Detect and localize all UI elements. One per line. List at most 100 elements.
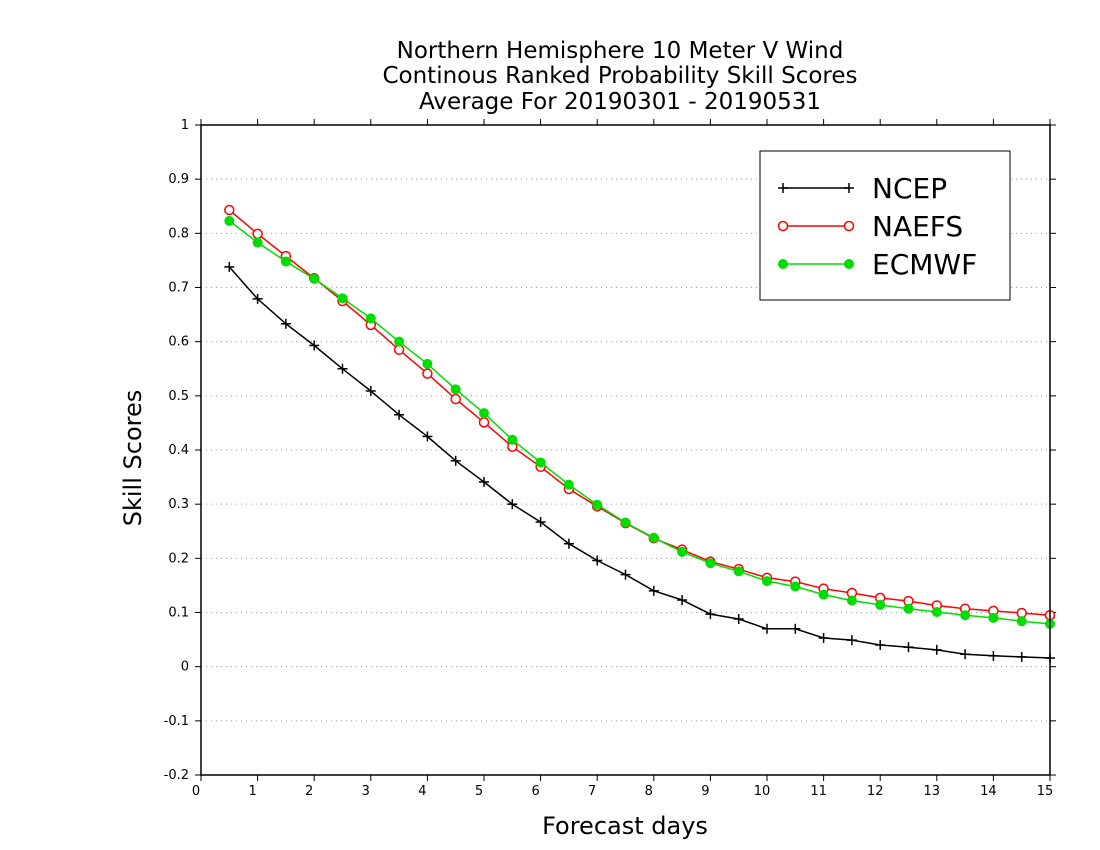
x-tick-label: 7 — [588, 784, 596, 799]
data-point-ecmwf — [337, 293, 348, 304]
data-point-ecmwf — [280, 256, 291, 267]
data-point-ecmwf — [875, 599, 886, 610]
y-tick-label: 0.9 — [168, 172, 189, 187]
legend-label-naefs: NAEFS — [872, 210, 963, 243]
x-tick-label: 8 — [645, 784, 653, 799]
y-tick-label: 0 — [181, 660, 189, 675]
legend-marker-start-ncep — [778, 183, 788, 193]
data-point-ncep — [479, 476, 489, 487]
data-point-ncep — [337, 363, 348, 374]
data-point-ncep — [903, 642, 914, 653]
data-point-ecmwf — [903, 603, 914, 614]
y-tick-label: 0.4 — [168, 443, 189, 458]
x-tick-label: 13 — [924, 784, 941, 799]
legend-marker-start-ecmwf — [778, 259, 788, 269]
data-point-ecmwf — [620, 517, 631, 528]
data-point-ncep — [563, 538, 574, 549]
x-tick-label: 2 — [305, 784, 313, 799]
data-point-naefs — [422, 368, 433, 379]
y-tick-label: 0.2 — [168, 551, 189, 566]
x-tick-label: 14 — [980, 784, 997, 799]
data-point-ecmwf — [309, 273, 320, 284]
x-tick-label: 15 — [1037, 784, 1054, 799]
legend-marker-end-ecmwf — [844, 259, 854, 269]
data-point-ecmwf — [648, 532, 659, 543]
legend-label-ncep: NCEP — [872, 172, 947, 205]
y-tick-label: 0.7 — [168, 281, 189, 296]
data-point-naefs — [224, 204, 235, 216]
data-point-ecmwf — [394, 336, 405, 347]
data-point-ncep — [592, 555, 603, 566]
data-point-ncep — [988, 650, 999, 661]
series-group — [224, 204, 1056, 663]
data-point-ecmwf — [1016, 616, 1027, 627]
x-tick-label: 11 — [810, 784, 827, 799]
x-tick-label: 4 — [418, 784, 426, 799]
legend-marker-start-naefs — [777, 220, 789, 232]
data-point-ecmwf — [790, 581, 801, 592]
data-point-ecmwf — [252, 237, 263, 248]
axis-ticks: -0.2-0.100.10.20.30.40.50.60.70.80.910 1 2… — [164, 118, 1056, 799]
data-point-ncep — [648, 585, 659, 596]
data-point-ncep — [507, 499, 518, 510]
data-point-ecmwf — [733, 566, 744, 577]
legend-label-ecmwf: ECMWF — [872, 248, 977, 281]
y-tick-label: 0.6 — [168, 335, 189, 350]
data-point-ecmwf — [450, 384, 461, 395]
data-point-ncep — [875, 640, 886, 650]
x-tick-label: 6 — [531, 784, 539, 799]
data-point-ncep — [1016, 651, 1027, 662]
data-point-ncep — [450, 455, 461, 466]
plot-frame — [200, 124, 1051, 776]
data-point-ecmwf — [818, 589, 829, 600]
data-point-naefs — [450, 393, 461, 405]
data-point-ncep — [224, 261, 235, 272]
x-tick-label: 1 — [248, 784, 256, 799]
x-tick-label: 0 — [192, 784, 200, 799]
data-point-ecmwf — [535, 457, 546, 468]
data-point-ncep — [280, 318, 291, 329]
y-tick-label: -0.1 — [164, 714, 189, 729]
x-tick-label: 10 — [754, 784, 771, 799]
data-point-naefs — [478, 417, 490, 428]
data-point-ncep — [790, 623, 801, 634]
data-point-ncep — [931, 644, 942, 655]
data-point-ncep — [677, 595, 688, 606]
data-point-ecmwf — [677, 546, 688, 557]
data-point-ecmwf — [931, 606, 942, 617]
y-tick-label: 0.3 — [168, 497, 189, 512]
y-axis-title: Skill Scores — [119, 390, 147, 527]
data-point-ncep — [365, 385, 376, 396]
data-point-ncep — [762, 623, 772, 634]
y-tick-label: 0.8 — [168, 226, 189, 241]
data-point-ecmwf — [365, 313, 376, 324]
y-tick-label: 1 — [181, 118, 189, 133]
legend-marker-end-naefs — [843, 220, 855, 232]
data-point-ecmwf — [507, 434, 518, 445]
data-point-ecmwf — [422, 358, 433, 369]
series-line-ncep — [228, 266, 1051, 659]
y-tick-label: 0.1 — [168, 606, 189, 621]
data-point-ncep — [846, 635, 857, 646]
data-point-ncep — [705, 609, 716, 620]
data-point-ecmwf — [563, 479, 574, 490]
data-point-ncep — [960, 649, 971, 660]
data-point-ncep — [422, 431, 433, 442]
data-point-ecmwf — [705, 558, 716, 569]
data-point-ecmwf — [846, 595, 857, 606]
data-point-naefs — [252, 228, 263, 240]
data-point-ecmwf — [960, 610, 971, 621]
data-point-ncep — [394, 409, 405, 420]
data-point-ecmwf — [592, 499, 603, 510]
data-point-ncep — [309, 340, 320, 351]
y-tick-label: 0.5 — [168, 389, 189, 404]
x-axis-title: Forecast days — [542, 812, 708, 840]
data-point-ecmwf — [988, 612, 999, 623]
x-tick-label: 5 — [475, 784, 483, 799]
x-tick-label: 3 — [362, 784, 370, 799]
chart-title-line-3: Average For 20190301 - 20190531 — [418, 89, 822, 115]
y-tick-label: -0.2 — [164, 768, 189, 783]
data-point-ecmwf — [479, 408, 489, 419]
data-point-ncep — [818, 632, 829, 643]
data-point-ncep — [733, 614, 744, 624]
